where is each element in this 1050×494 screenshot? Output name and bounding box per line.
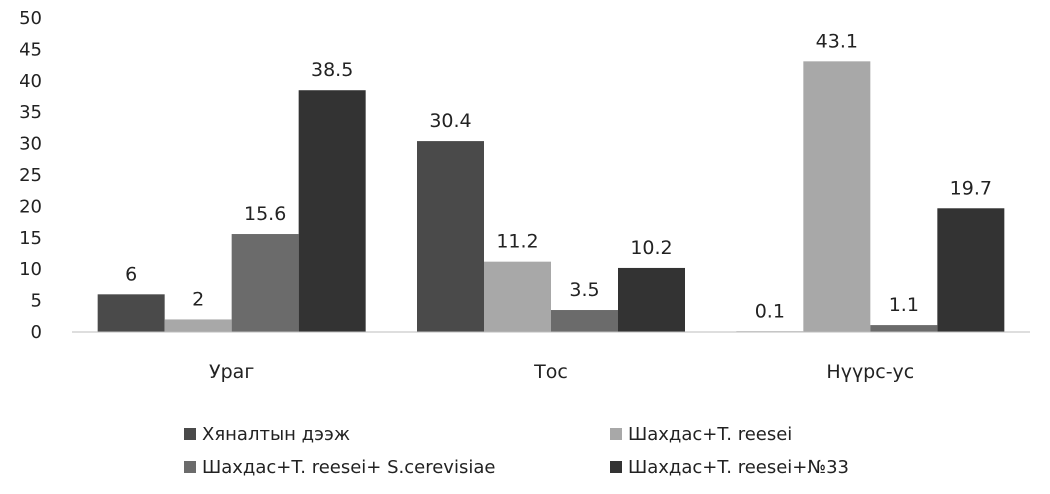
bar xyxy=(164,319,232,332)
y-tick-label: 45 xyxy=(19,39,42,60)
data-label: 30.4 xyxy=(429,110,471,132)
data-label: 2 xyxy=(192,288,204,310)
y-axis: 0 5 10 15 20 25 30 35 40 45 50 xyxy=(19,8,42,343)
legend-swatch xyxy=(610,428,622,440)
legend-label: Шахдас+T. reesei xyxy=(628,424,792,445)
data-label: 3.5 xyxy=(569,279,599,301)
data-label: 6 xyxy=(125,263,137,285)
bar xyxy=(870,325,938,332)
bar xyxy=(618,267,685,332)
bar xyxy=(484,261,551,332)
data-labels: 6 2 15.6 38.5 30.4 11.2 3.5 10.2 0.1 43.1 1.1 19.7 xyxy=(125,30,992,322)
legend: Хяналтын дээж Шахдас+T. reesei Шахдас+T. r… xyxy=(184,424,849,478)
bar xyxy=(231,234,299,332)
bar xyxy=(551,310,618,332)
legend-swatch xyxy=(184,428,196,440)
bar xyxy=(298,90,366,332)
data-label: 0.1 xyxy=(755,300,785,322)
bar xyxy=(803,61,871,332)
legend-label: Шахдас+T. reesei+№33 xyxy=(628,457,849,478)
legend-swatch xyxy=(610,461,622,473)
bar xyxy=(417,141,484,332)
y-tick-label: 5 xyxy=(31,291,42,312)
data-label: 15.6 xyxy=(244,203,286,225)
data-label: 11.2 xyxy=(496,231,538,253)
bar xyxy=(937,208,1005,332)
data-label: 1.1 xyxy=(889,294,919,316)
legend-label: Шахдас+T. reesei+ S.cerevisiae xyxy=(202,457,495,478)
y-tick-label: 10 xyxy=(19,259,42,280)
legend-swatch xyxy=(184,461,196,473)
x-category-label: Тос xyxy=(533,361,568,383)
y-tick-label: 0 xyxy=(31,322,42,343)
y-tick-label: 40 xyxy=(19,71,42,92)
legend-label: Хяналтын дээж xyxy=(202,424,350,445)
y-tick-label: 15 xyxy=(19,228,42,249)
y-tick-label: 35 xyxy=(19,102,42,123)
data-label: 10.2 xyxy=(630,237,672,259)
y-tick-label: 30 xyxy=(19,134,42,155)
data-label: 19.7 xyxy=(950,177,992,199)
x-axis: Ураг Тос Нүүрс-ус xyxy=(72,331,1030,383)
y-tick-label: 25 xyxy=(19,165,42,186)
data-label: 38.5 xyxy=(311,59,353,81)
x-category-label: Нүүрс-ус xyxy=(826,361,914,383)
bars xyxy=(97,61,1005,332)
bar xyxy=(97,294,165,332)
y-tick-label: 20 xyxy=(19,196,42,217)
x-category-label: Ураг xyxy=(209,361,254,383)
y-tick-label: 50 xyxy=(19,8,42,29)
data-label: 43.1 xyxy=(816,30,858,52)
